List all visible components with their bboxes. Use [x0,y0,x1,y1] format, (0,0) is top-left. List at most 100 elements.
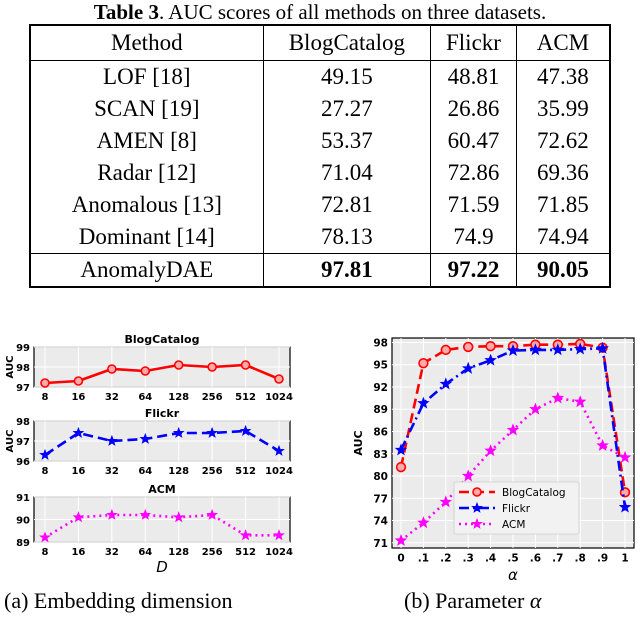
value-cell: 71.85 [515,189,611,221]
subcaption-a: (a) Embedding dimension [4,588,233,613]
y-tick-label: 97 [16,437,30,448]
data-point-marker [618,500,632,513]
x-tick-label: 16 [71,547,85,558]
chart-blogcatalog: 97 98 99 8 16 32 64 128 256 512 1024 BlogCatalog AUC [5,333,293,403]
y-tick-label: 89 [16,538,30,549]
table-row: Anomalous [13] 72.81 71.59 71.85 [29,189,611,221]
data-point-marker [551,343,565,356]
chart-title: ACM [148,483,176,496]
subcaption-b-symbol: α [529,588,542,613]
value-cell: 71.59 [430,189,517,221]
value-cell: 71.04 [262,157,432,189]
x-tick-label: 512 [235,466,256,477]
subcaption-b: (b) Parameter α [404,588,541,614]
x-tick-label: 256 [202,392,223,403]
data-point-marker [273,444,285,456]
data-point-marker [206,508,219,520]
x-tick-label: .6 [530,553,541,565]
x-tick-label: .5 [507,553,518,565]
data-point-marker [596,341,609,354]
y-tick-label: 90 [16,516,30,527]
data-point-marker [394,533,408,546]
data-point-marker [239,529,252,541]
data-point-marker [72,426,85,438]
y-axis-label: AUC [5,430,16,453]
data-point-marker [139,508,152,520]
value-cell: 26.86 [430,93,517,125]
series-0 [40,360,284,388]
value-cell: 47.38 [515,60,611,93]
y-tick-label: 89 [373,404,388,416]
data-point-marker [105,434,118,446]
y-axis-label: AUC [352,430,365,455]
value-cell: 35.99 [515,93,611,125]
chart-acm: 89 90 91 8 16 32 64 128 256 512 1024 ACM D [16,483,293,576]
data-point-marker [440,344,451,356]
y-axis-label: AUC [5,356,16,379]
table-row: SCAN [19] 27.27 26.86 35.99 [29,93,611,125]
x-tick-label: 512 [235,392,256,403]
x-tick-label: .2 [440,553,451,565]
plot-area [33,496,291,543]
value-cell: 48.81 [430,60,517,93]
x-tick-label: 8 [42,547,49,558]
legend-item-blogcatalog: BlogCatalog [459,487,566,499]
table-caption: Table 3. AUC scores of all methods on th… [0,0,640,24]
value-cell: 72.86 [430,157,517,189]
x-tick-label: 8 [42,392,49,403]
table-caption-text: . AUC scores of all methods on three dat… [158,0,547,24]
best-value-cell: 97.81 [262,253,432,287]
x-tick-label: 64 [138,466,152,477]
data-point-marker [573,342,587,355]
data-point-marker [551,391,565,404]
x-tick-label: 32 [105,547,119,558]
value-cell: 72.81 [262,189,432,221]
plot-area [33,420,291,462]
x-tick-label: 1024 [265,392,293,403]
method-cell: SCAN [19] [29,93,264,125]
value-cell: 74.94 [515,221,611,254]
table-row: Radar [12] 71.04 72.86 69.36 [29,157,611,189]
table-header-row: Method BlogCatalog Flickr ACM [29,25,611,61]
x-tick-label: 16 [71,466,85,477]
data-point-marker [439,495,453,508]
x-axis-label: α [508,566,518,584]
data-point-marker [529,402,542,415]
data-point-marker [73,376,84,386]
auc-table: Method BlogCatalog Flickr ACM LOF [18] 49… [29,24,611,288]
data-point-marker [172,426,185,438]
x-axis-label: D [156,558,168,576]
value-cell: 78.13 [262,221,432,254]
x-tick-label: 512 [235,547,256,558]
y-tick-label: 95 [373,360,388,372]
method-cell: AMEN [8] [29,125,264,157]
subcaption-b-prefix: (b) Parameter [404,588,530,613]
data-point-marker [107,364,117,374]
y-tick-label: 97 [16,383,30,394]
series-blogcatalog [395,338,631,498]
value-cell: 60.47 [430,125,517,157]
legend-box [453,481,580,535]
y-tick-label: 71 [373,538,388,550]
series-0 [39,508,285,543]
y-tick-label: 74 [373,516,388,528]
x-tick-label: 128 [168,547,189,558]
series-flickr [394,341,632,513]
data-point-marker [139,432,152,444]
value-cell: 74.9 [430,221,517,254]
legend-marker [471,501,483,513]
best-value-cell: 90.05 [515,253,611,287]
x-tick-label: 1024 [265,466,293,477]
data-point-marker [72,511,85,523]
x-tick-label: 64 [138,392,152,403]
header-method: Method [29,25,264,61]
x-tick-label: .8 [575,553,586,565]
data-point-marker [274,374,284,384]
data-point-marker [596,438,609,451]
method-cell: Radar [12] [29,157,264,189]
data-point-marker [619,487,631,498]
data-point-marker [417,396,430,409]
best-value-cell: 97.22 [430,253,517,287]
data-point-marker [461,469,475,482]
x-tick-label: 256 [202,466,223,477]
